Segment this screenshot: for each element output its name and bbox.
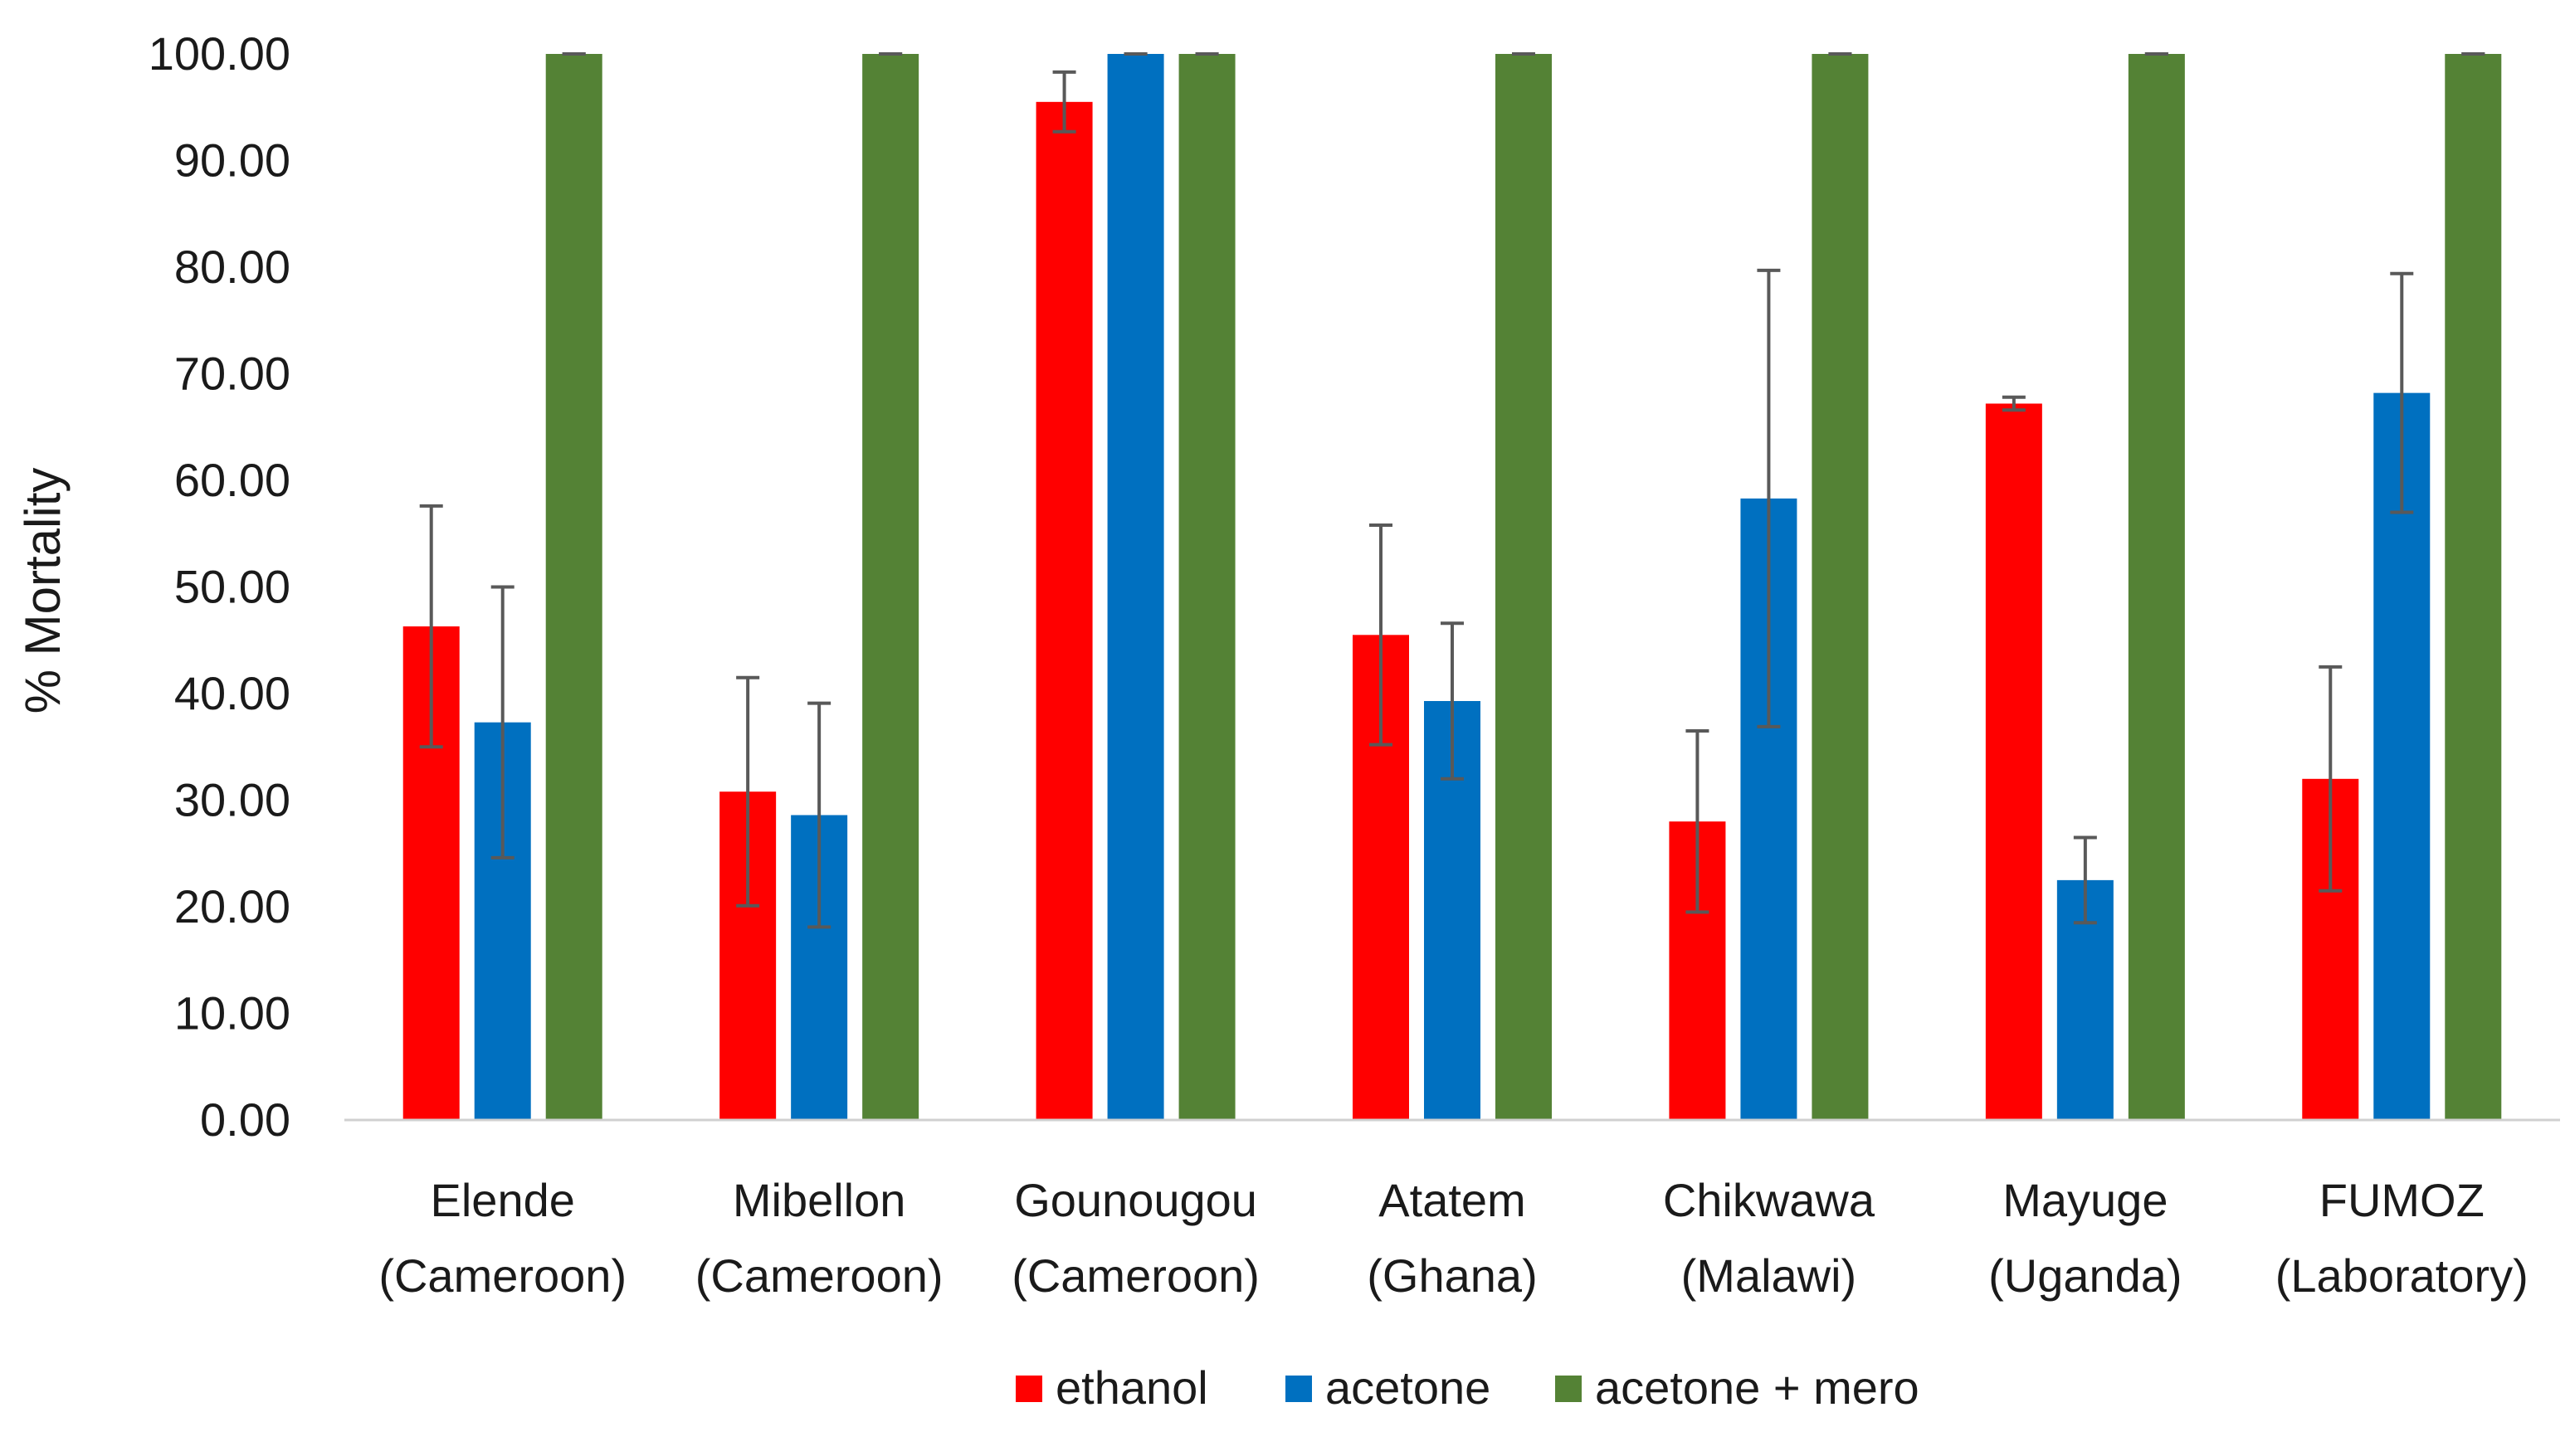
error-bar [2002, 395, 2026, 412]
bar-acetone-mero [545, 54, 602, 1120]
y-tick-label: 30.00 [174, 774, 290, 826]
y-tick-label: 0.00 [200, 1093, 290, 1146]
legend-label: acetone + mero [1595, 1361, 1919, 1414]
bar-ethanol [1036, 101, 1093, 1121]
legend: ethanol acetone acetone + mero [1016, 1361, 1919, 1414]
error-bar [490, 585, 514, 859]
legend-label: acetone [1325, 1361, 1490, 1414]
error-bar [807, 701, 831, 929]
x-category-label: FUMOZ [2319, 1174, 2485, 1226]
legend-item: acetone [1285, 1361, 1490, 1414]
error-bar [736, 675, 760, 908]
error-bar [2390, 271, 2414, 514]
error-bar [1369, 523, 1392, 747]
y-axis-title: % Mortality [15, 468, 71, 714]
legend-item: acetone + mero [1555, 1361, 1919, 1414]
x-category-sublabel: (Ghana) [1367, 1249, 1537, 1302]
x-category-label: Gounougou [1014, 1174, 1257, 1226]
legend-swatch [1555, 1376, 1582, 1402]
x-category-label: Mibellon [733, 1174, 906, 1226]
legend-item: ethanol [1016, 1361, 1208, 1414]
error-bar [1441, 621, 1464, 781]
x-category-sublabel: (Cameroon) [695, 1249, 944, 1302]
error-bar [1052, 70, 1076, 134]
error-bar [2319, 665, 2343, 893]
error-bar [1757, 268, 1781, 728]
y-tick-label: 20.00 [174, 880, 290, 933]
y-tick-label: 40.00 [174, 667, 290, 719]
x-axis-category-labels: Elende (Cameroon) Mibellon (Cameroon) Gounou… [378, 1174, 2528, 1302]
bar-acetone-mero [2445, 54, 2502, 1120]
bar-acetone-mero [1812, 54, 1869, 1120]
bar-acetone-mero [862, 54, 919, 1120]
bar-ethanol [1985, 403, 2042, 1121]
y-tick-label: 80.00 [174, 241, 290, 293]
y-tick-label: 90.00 [174, 134, 290, 187]
legend-label: ethanol [1056, 1361, 1208, 1414]
y-tick-label: 70.00 [174, 348, 290, 400]
bar-acetone [1107, 54, 1164, 1120]
x-category-sublabel: (Uganda) [1988, 1249, 2182, 1302]
bar-acetone-mero [1178, 54, 1236, 1120]
legend-swatch [1016, 1376, 1042, 1402]
error-bars-group [419, 52, 2485, 929]
error-bar [419, 504, 443, 749]
legend-swatch [1285, 1376, 1312, 1402]
y-tick-label: 10.00 [174, 987, 290, 1040]
x-category-sublabel: (Malawi) [1681, 1249, 1857, 1302]
x-category-label: Mayuge [2002, 1174, 2168, 1226]
x-category-sublabel: (Cameroon) [378, 1249, 627, 1302]
x-category-sublabel: (Laboratory) [2275, 1249, 2529, 1302]
x-category-label: Chikwawa [1663, 1174, 1875, 1226]
y-tick-label: 50.00 [174, 561, 290, 613]
x-category-sublabel: (Cameroon) [1012, 1249, 1260, 1302]
bar-acetone-mero [2128, 54, 2185, 1120]
bar-series-group [402, 54, 2502, 1121]
bar-acetone [2373, 392, 2431, 1120]
x-category-label: Atatem [1378, 1174, 1525, 1226]
y-axis-ticks: 0.00 10.00 20.00 30.00 40.00 50.00 60.00 70.00 8… [149, 27, 290, 1146]
y-tick-label: 60.00 [174, 454, 290, 506]
error-bar [1685, 728, 1709, 914]
x-category-label: Elende [431, 1174, 575, 1226]
error-bar [2073, 835, 2097, 925]
y-tick-label: 100.00 [149, 27, 290, 80]
bar-acetone-mero [1495, 54, 1552, 1120]
